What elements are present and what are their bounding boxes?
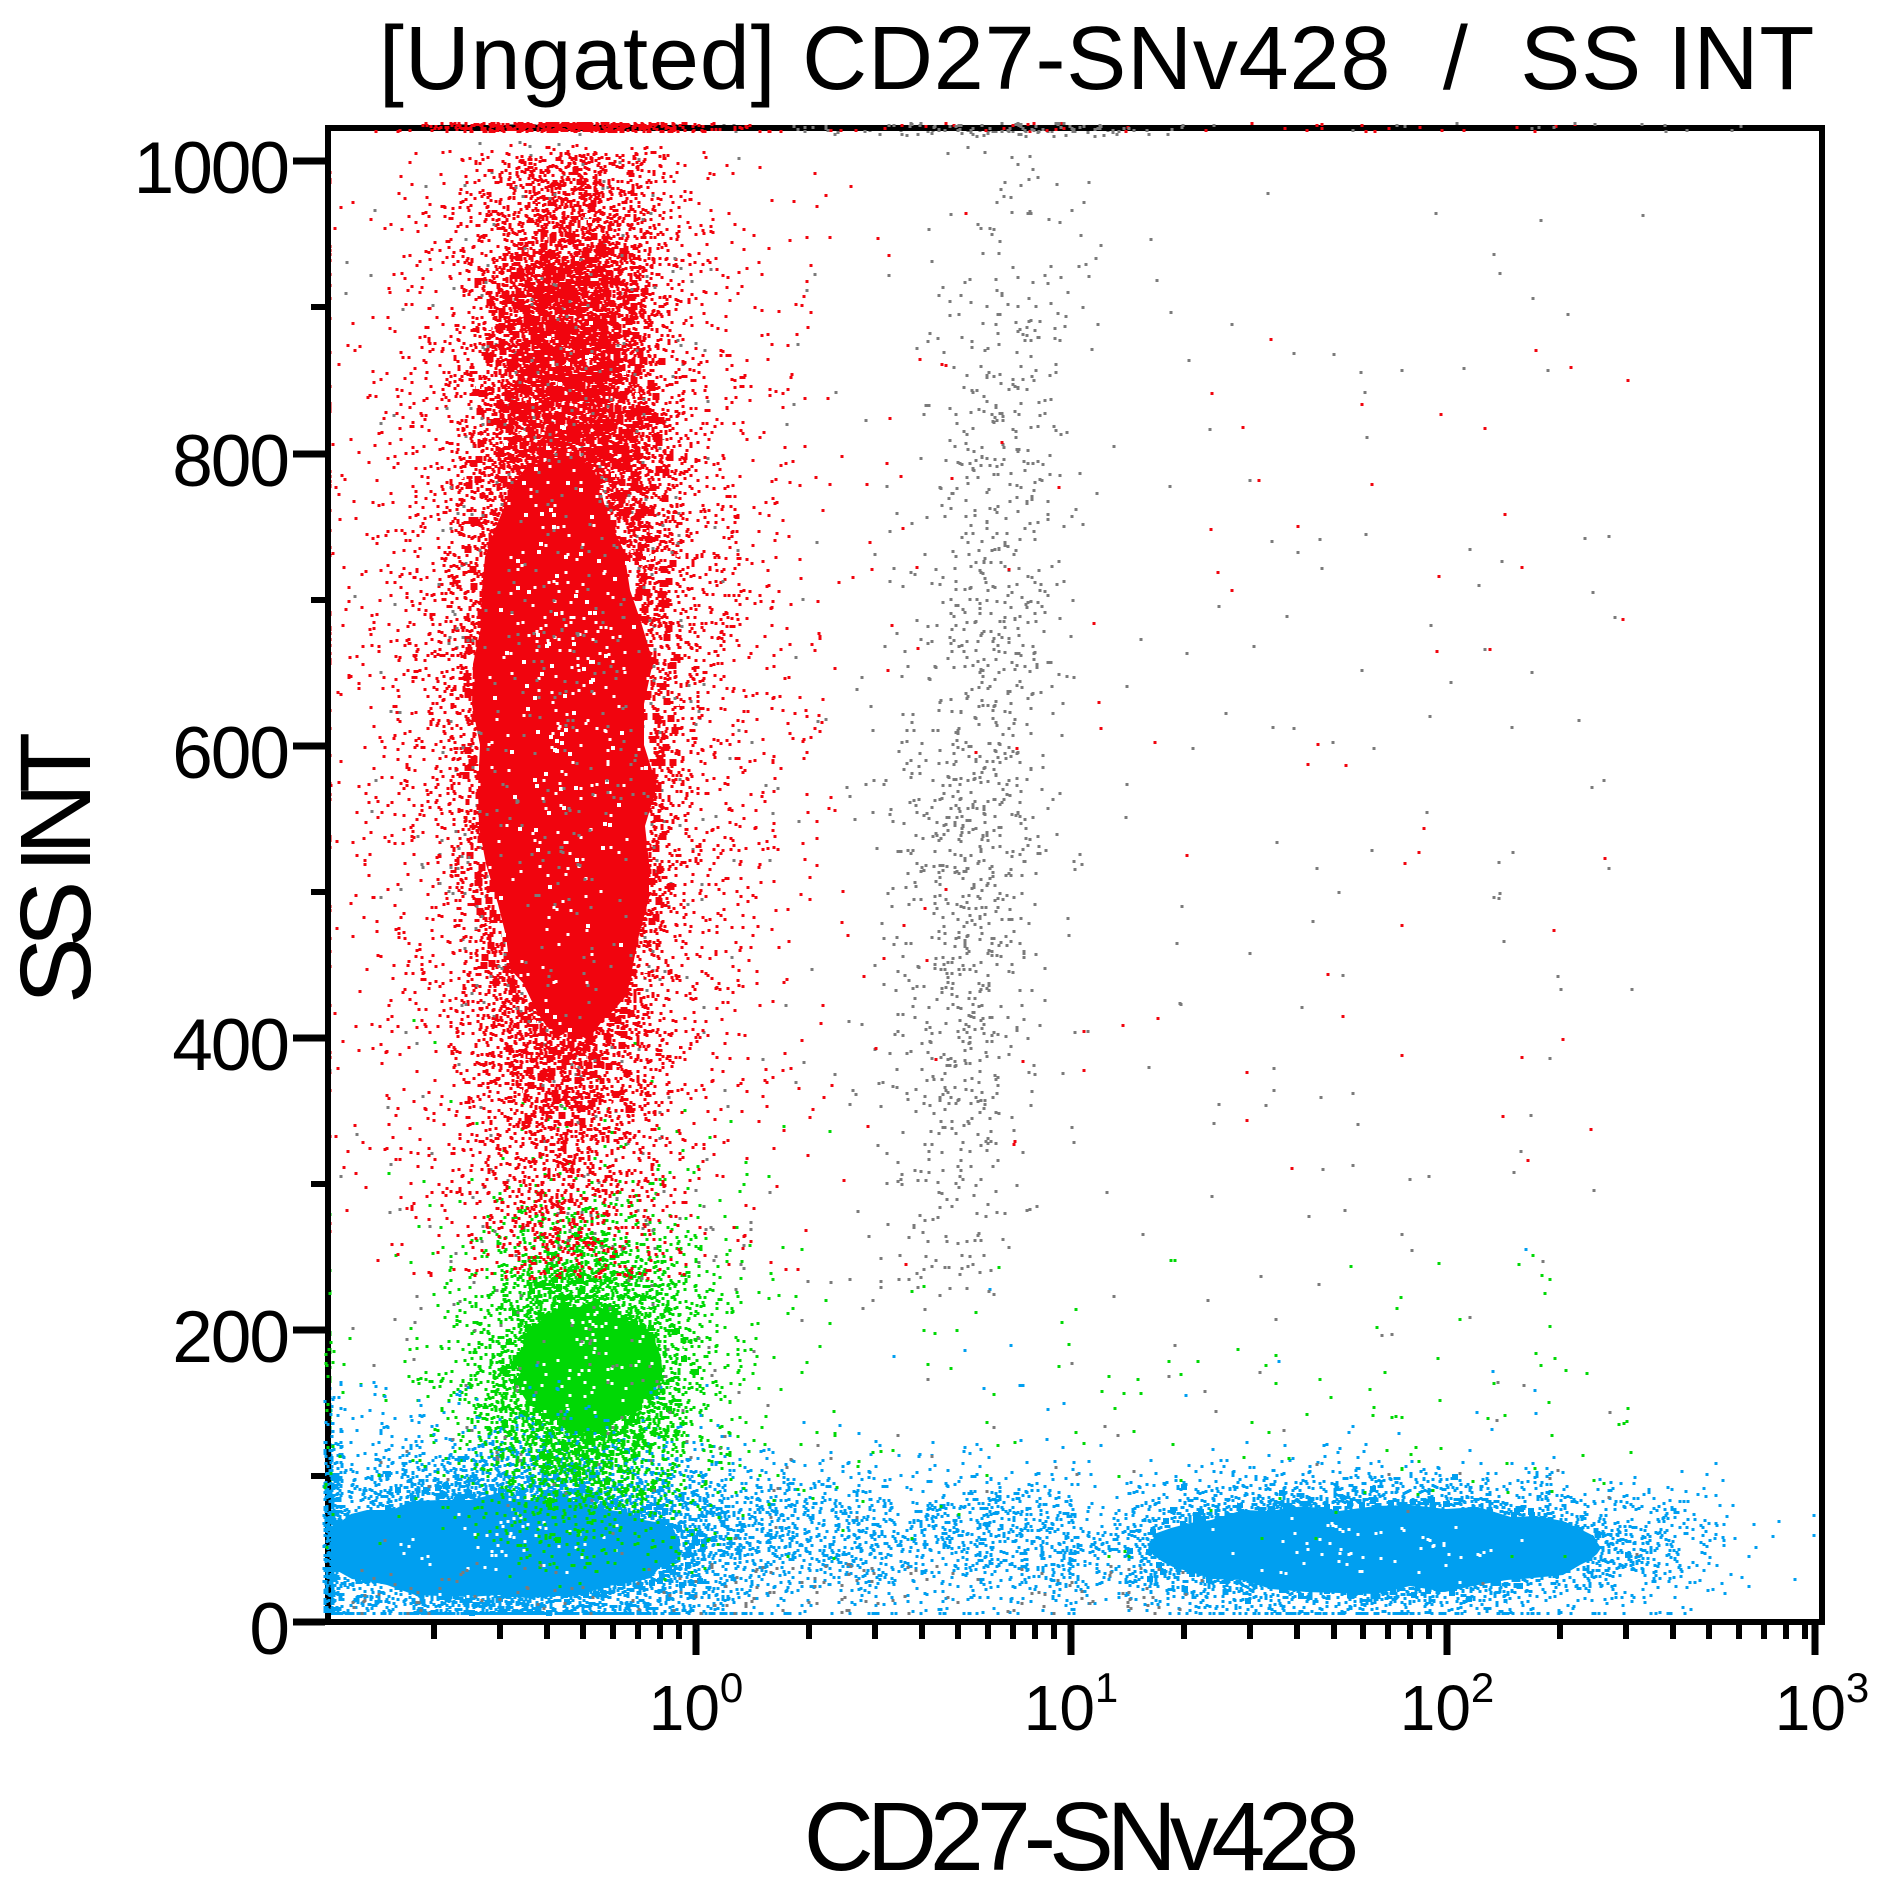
svg-text:[Ungated] CD27-SNv428 / SS I: [Ungated] CD27-SNv428 / SS INT [379,9,1815,109]
svg-text:200: 200 [172,1297,288,1378]
svg-text:600: 600 [172,713,288,794]
svg-text:0: 0 [249,1589,288,1670]
svg-text:400: 400 [172,1005,288,1086]
svg-text:CD27-SNv428: CD27-SNv428 [804,1782,1355,1891]
svg-text:SS INT: SS INT [0,734,112,1004]
svg-text:103: 103 [1775,1664,1870,1744]
svg-text:800: 800 [172,421,288,502]
svg-text:1000: 1000 [134,128,288,209]
